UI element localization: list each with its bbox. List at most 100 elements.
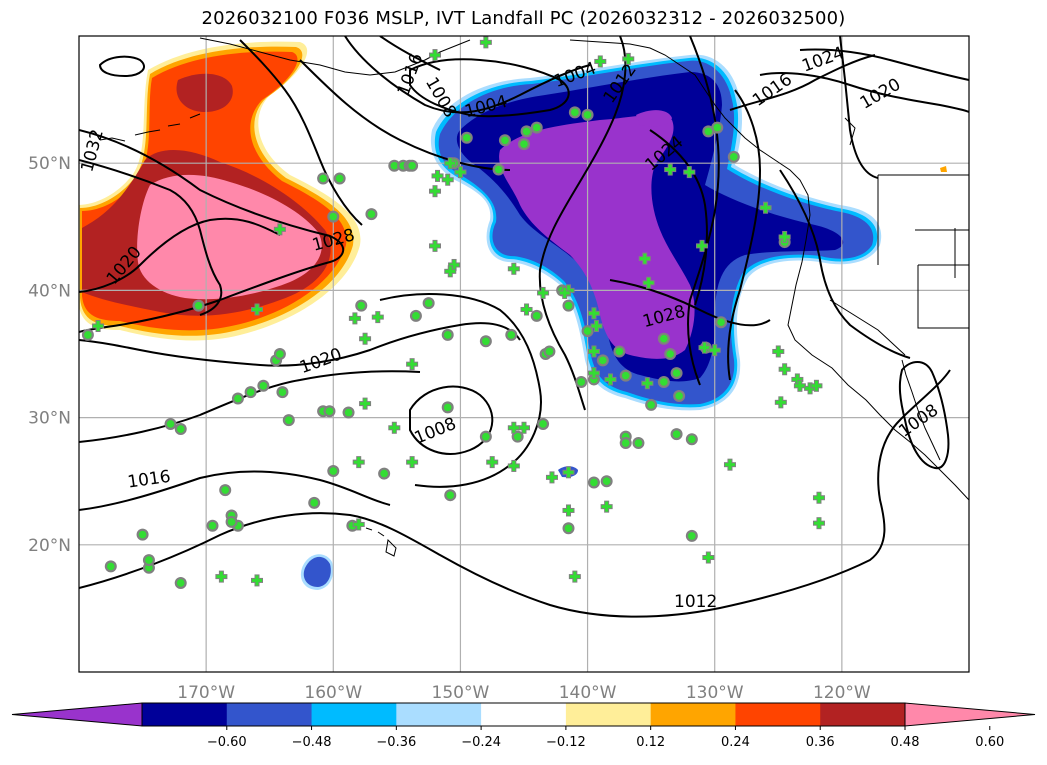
circle-marker-center — [310, 499, 319, 507]
plus-marker — [772, 345, 785, 358]
plus-marker — [359, 397, 372, 410]
plus-marker — [696, 239, 708, 252]
ivt-fill-0-60 — [137, 174, 322, 300]
plus-marker-v — [392, 422, 396, 433]
colorbar-segment — [650, 703, 736, 726]
plus-marker — [778, 363, 791, 376]
circle-marker-center — [666, 350, 675, 358]
circle-marker-center — [545, 347, 554, 356]
lon-tick-label: 130°W — [686, 683, 744, 703]
circle-marker-center — [84, 331, 92, 339]
plus-marker-v — [512, 460, 516, 471]
landfall-markers — [81, 36, 825, 589]
plus-marker-v — [567, 467, 570, 478]
plus-marker-v — [446, 174, 450, 185]
plus-marker-v — [512, 422, 516, 433]
circle-marker-center — [443, 331, 452, 339]
isobar-1016-north — [379, 36, 441, 71]
colorbar-segment — [735, 703, 821, 726]
isobar-1032 — [239, 39, 363, 226]
plus-marker-v — [776, 346, 780, 357]
circle-marker-center — [513, 432, 522, 441]
circle-marker-center — [672, 430, 681, 438]
plus-marker — [406, 456, 419, 469]
plus-marker-v — [541, 287, 545, 298]
plus-marker — [587, 367, 600, 380]
plus-marker — [587, 307, 600, 320]
plus-marker — [359, 332, 372, 345]
plus-marker — [587, 345, 600, 358]
lat-tick-labels: 20°N 30°N 40°N 50°N — [28, 154, 71, 556]
circle-marker-center — [329, 467, 338, 475]
colorbar-tick-label: 0.24 — [721, 735, 750, 750]
plus-marker — [92, 320, 105, 333]
circle-marker-center — [227, 518, 236, 526]
plus-marker — [568, 570, 581, 583]
isobar-1028-east — [609, 279, 771, 327]
mslp-isobars — [79, 36, 969, 618]
isobar-ne-vertical — [839, 36, 879, 179]
circle-marker-center — [138, 530, 147, 539]
plus-marker-v — [592, 346, 596, 357]
ivt-fill-0-48-north — [176, 73, 233, 112]
colorbar-tick-label: −0.36 — [376, 735, 416, 750]
plus-marker — [793, 379, 806, 392]
plus-marker-v — [484, 37, 488, 48]
circle-marker-center — [717, 318, 725, 327]
circle-marker-center — [602, 477, 611, 486]
plus-marker-v — [219, 571, 223, 582]
state-borders — [829, 174, 969, 356]
circle-marker-center — [494, 165, 503, 174]
circle-marker-center — [590, 478, 598, 487]
circle-marker-center — [501, 136, 509, 145]
circle-marker-center — [106, 562, 115, 571]
plus-marker-v — [647, 277, 651, 288]
colorbar: −0.60 −0.48 −0.36 −0.24 −0.12 0.12 0.24 0.36 0.4… — [11, 702, 1036, 750]
circle-marker-center — [145, 563, 153, 572]
plus-marker-v — [645, 378, 649, 389]
baja-gulf-coast — [901, 359, 941, 461]
plus-marker-v — [255, 304, 259, 315]
isobar-1008-mexico — [898, 361, 950, 470]
plus-marker-v — [764, 202, 768, 213]
circle-marker-center — [208, 521, 217, 530]
circle-marker-center — [335, 174, 344, 183]
circle-marker-center — [424, 299, 433, 307]
lat-tick-label: 30°N — [28, 409, 71, 429]
isobar-1016 — [79, 470, 391, 511]
isobar-1020 — [79, 322, 521, 367]
colorbar-segment — [142, 703, 228, 726]
plus-marker-v — [452, 259, 456, 270]
plus-marker-v — [436, 170, 440, 181]
plus-marker — [622, 52, 635, 65]
lon-tick-label: 160°W — [304, 683, 362, 703]
lon-tick-label: 140°W — [559, 683, 617, 703]
ivt-fill-neg-hawaii — [303, 556, 331, 587]
circle-marker-center — [246, 388, 255, 396]
alaska-peninsula-coast — [199, 37, 471, 76]
colorbar-frame — [141, 702, 906, 727]
colorbar-tick-label: −0.60 — [207, 735, 247, 750]
circle-marker-center — [462, 133, 471, 142]
colorbar-segment — [396, 703, 482, 726]
plus-marker-v — [687, 167, 691, 178]
plus-marker — [518, 421, 530, 434]
plus-marker-v — [795, 374, 799, 385]
circle-marker-center — [412, 312, 420, 320]
circle-marker-center — [482, 432, 490, 441]
plus-marker-v — [626, 53, 630, 64]
colorbar-tick-label: 0.60 — [975, 735, 1004, 750]
circle-marker-center — [482, 337, 490, 346]
circle-marker-center — [704, 127, 713, 136]
plus-marker — [791, 373, 804, 386]
circle-marker-center — [621, 371, 630, 380]
plus-marker — [520, 303, 533, 316]
plus-marker — [723, 458, 736, 471]
ivt-fill-neg-0-60 — [499, 115, 695, 359]
circle-marker-center — [615, 347, 624, 356]
plus-marker — [537, 286, 550, 299]
circle-marker-center — [329, 212, 338, 221]
map-title: 2026032100 F036 MSLP, IVT Landfall PC (2… — [201, 8, 846, 29]
